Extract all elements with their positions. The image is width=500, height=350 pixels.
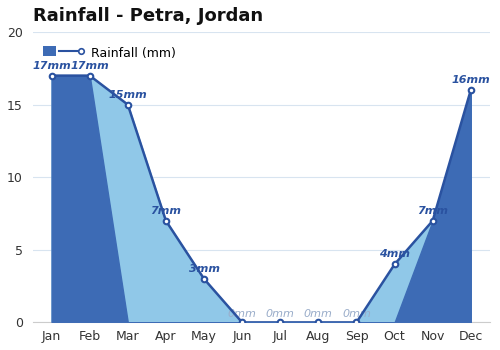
- Text: 0mm: 0mm: [304, 309, 333, 319]
- Text: 7mm: 7mm: [150, 206, 182, 216]
- Text: 17mm: 17mm: [70, 61, 109, 71]
- Text: 4mm: 4mm: [379, 249, 410, 259]
- Text: 7mm: 7mm: [417, 206, 448, 216]
- Text: 0mm: 0mm: [228, 309, 256, 319]
- Legend: Rainfall (mm): Rainfall (mm): [44, 47, 176, 60]
- Text: 3mm: 3mm: [188, 264, 220, 274]
- Text: 15mm: 15mm: [108, 90, 147, 99]
- Text: 17mm: 17mm: [32, 61, 71, 71]
- Text: Rainfall - Petra, Jordan: Rainfall - Petra, Jordan: [32, 7, 262, 25]
- Text: 16mm: 16mm: [452, 75, 490, 85]
- Text: 0mm: 0mm: [266, 309, 294, 319]
- Text: 0mm: 0mm: [342, 309, 371, 319]
